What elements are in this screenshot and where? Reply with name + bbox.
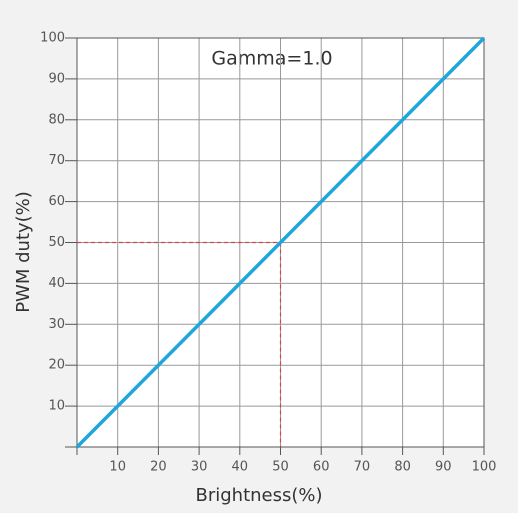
y-tick-label: 90 <box>48 71 65 86</box>
y-tick-label: 80 <box>48 112 65 127</box>
data-line <box>75 36 486 449</box>
x-tick-label: 10 <box>109 460 126 475</box>
y-tick-label: 70 <box>48 153 65 168</box>
y-tick-label: 50 <box>48 235 65 250</box>
x-tick-label: 90 <box>435 460 452 475</box>
x-axis-label: Brightness(%) <box>195 485 322 506</box>
y-tick-label: 100 <box>40 31 65 46</box>
x-tick-label: 30 <box>191 460 208 475</box>
y-tick-label: 30 <box>48 317 65 332</box>
y-tick-label: 10 <box>48 399 65 414</box>
x-tick-label: 60 <box>313 460 330 475</box>
x-tick-label: 20 <box>150 460 167 475</box>
x-tick-label: 50 <box>272 460 289 475</box>
y-tick-label: 40 <box>48 276 65 291</box>
y-tick-label: 60 <box>48 194 65 209</box>
y-tick-label: 20 <box>48 358 65 373</box>
y-axis-label: PWM duty(%) <box>13 191 34 313</box>
x-tick-label: 80 <box>394 460 411 475</box>
x-tick-label: 40 <box>232 460 249 475</box>
x-tick-label: 100 <box>472 460 497 475</box>
annotation: Gamma=1.0 <box>211 48 332 70</box>
x-tick-label: 70 <box>354 460 371 475</box>
